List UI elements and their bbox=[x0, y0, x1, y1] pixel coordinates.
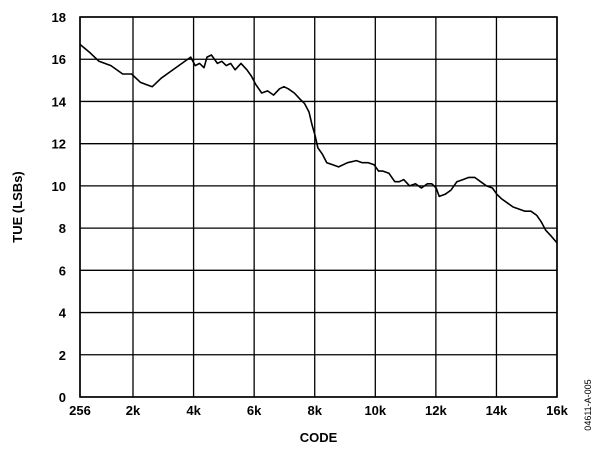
y-tick-label: 10 bbox=[52, 179, 66, 194]
x-tick-label: 8k bbox=[307, 403, 322, 418]
x-tick-label: 6k bbox=[247, 403, 262, 418]
y-tick-label: 16 bbox=[52, 52, 66, 67]
y-tick-label: 14 bbox=[52, 94, 67, 109]
plot-frame bbox=[79, 16, 558, 398]
x-tick-label: 10k bbox=[364, 403, 386, 418]
x-tick-label: 14k bbox=[486, 403, 508, 418]
series-layer bbox=[79, 43, 558, 244]
x-tick-label: 256 bbox=[69, 403, 91, 418]
y-axis-title: TUE (LSBs) bbox=[10, 171, 25, 243]
y-tick-label: 8 bbox=[59, 221, 66, 236]
x-tick-label: 16k bbox=[546, 403, 568, 418]
x-tick-label: 2k bbox=[126, 403, 141, 418]
grid-lines bbox=[79, 16, 558, 398]
y-tick-label: 18 bbox=[52, 10, 66, 25]
x-axis-title: CODE bbox=[300, 430, 338, 445]
x-tick-label: 4k bbox=[186, 403, 201, 418]
y-tick-label: 0 bbox=[59, 390, 66, 405]
x-axis-ticks: 256 2k 4k 6k 8k 10k 12k 14k 16k bbox=[69, 403, 568, 418]
x-tick-label: 12k bbox=[425, 403, 447, 418]
y-tick-label: 2 bbox=[59, 348, 66, 363]
y-tick-label: 12 bbox=[52, 137, 66, 152]
figure-id-label: 04611-A-005 bbox=[583, 379, 593, 430]
y-tick-label: 4 bbox=[59, 306, 67, 321]
y-axis-ticks: 0 2 4 6 8 10 12 14 16 18 bbox=[52, 10, 67, 405]
series-line-0 bbox=[79, 43, 558, 244]
y-tick-label: 6 bbox=[59, 263, 66, 278]
